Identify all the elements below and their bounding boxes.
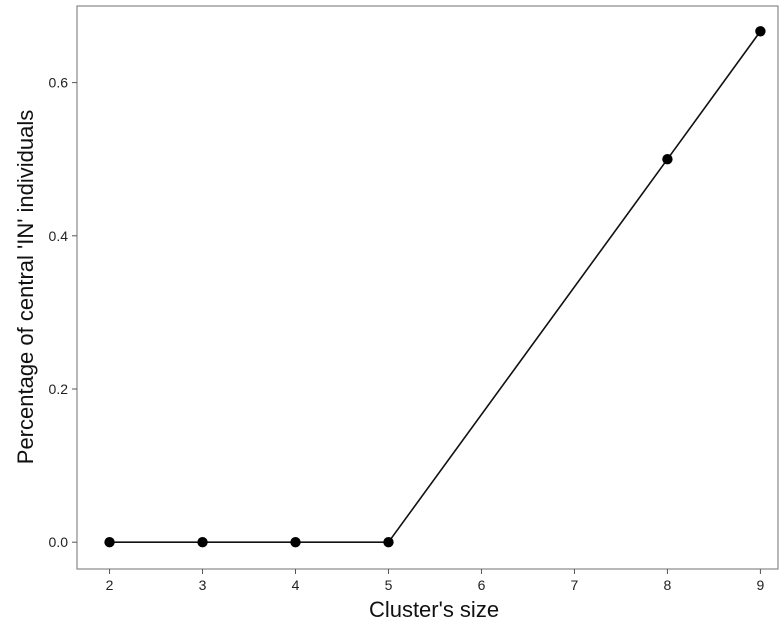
x-tick-label: 5: [385, 577, 393, 593]
y-tick-label: 0.2: [49, 381, 69, 397]
x-axis: 2 3 4 5 6 7 8 9: [106, 569, 765, 593]
x-tick-label: 7: [571, 577, 579, 593]
y-tick-label: 0.6: [49, 75, 69, 91]
data-point: [290, 536, 301, 548]
data-point: [197, 536, 208, 548]
data-point: [662, 153, 673, 165]
y-axis-title: Percentage of central 'IN' individuals: [13, 110, 38, 464]
data-point: [383, 536, 394, 548]
x-tick-label: 3: [199, 577, 207, 593]
plot-frame: [76, 5, 779, 570]
x-tick-label: 8: [664, 577, 672, 593]
x-tick-label: 6: [478, 577, 486, 593]
data-point: [755, 26, 766, 37]
series-line: [109, 30, 762, 543]
x-tick-label: 9: [757, 577, 765, 593]
point-layer: [104, 26, 766, 548]
y-tick-label: 0.0: [49, 534, 69, 550]
x-tick-label: 4: [292, 577, 300, 593]
series-layer: [109, 30, 762, 543]
data-point: [104, 536, 115, 548]
x-axis-title: Cluster's size: [369, 597, 499, 622]
x-tick-label: 2: [106, 577, 114, 593]
y-tick-label: 0.4: [49, 228, 69, 244]
y-axis: 0.0 0.2 0.4 0.6: [49, 75, 77, 550]
